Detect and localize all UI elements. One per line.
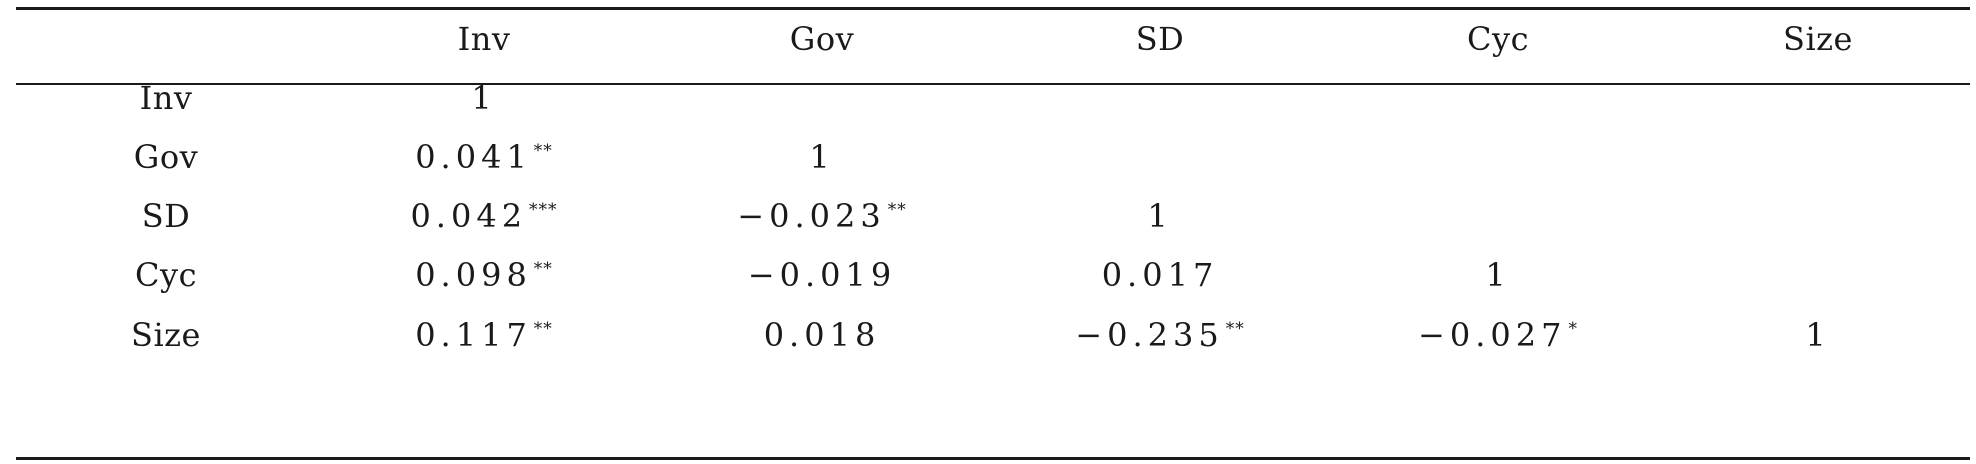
column-header-inv-value: Inv [457, 20, 511, 58]
cell-sd-gov-significance: ** [887, 200, 907, 220]
column-header-inv: Inv [458, 23, 511, 55]
cell-cyc-gov: −0.019 [748, 259, 896, 291]
cell-size-sd: −0.235 ** [1075, 319, 1244, 351]
row-label-size: Size [131, 319, 201, 351]
cell-sd-gov: −0.023 ** [737, 200, 906, 232]
table-bottom-rule [16, 457, 1970, 460]
row-label-inv-value: Inv [139, 79, 193, 117]
cell-size-cyc: −0.027 * [1418, 319, 1578, 351]
cell-size-inv-significance: ** [533, 319, 553, 339]
cell-size-gov-value: 0.018 [763, 316, 881, 354]
cell-sd-sd-value: 1 [1147, 197, 1173, 235]
cell-sd-inv-value: 0.042 [410, 197, 528, 235]
table-top-rule [16, 7, 1970, 10]
cell-cyc-inv: 0.098 ** [415, 259, 553, 291]
row-label-cyc: Cyc [135, 259, 197, 291]
cell-size-gov: 0.018 [764, 319, 881, 351]
cell-cyc-inv-significance: ** [533, 259, 553, 279]
cell-gov-inv: 0.041 ** [415, 141, 553, 173]
cell-gov-inv-significance: ** [533, 141, 553, 161]
row-label-sd: SD [142, 200, 191, 232]
cell-inv-inv-value: 1 [471, 79, 497, 117]
column-header-size-value: Size [1783, 20, 1853, 58]
cell-sd-inv-significance: *** [529, 200, 558, 220]
cell-size-sd-significance: ** [1225, 319, 1245, 339]
cell-cyc-sd-value: 0.017 [1101, 256, 1219, 294]
cell-size-cyc-significance: * [1568, 319, 1578, 339]
cell-size-inv-value: 0.117 [415, 316, 532, 354]
row-label-gov-value: Gov [133, 138, 199, 176]
row-label-size-value: Size [131, 316, 201, 354]
cell-inv-inv: 1 [471, 82, 496, 114]
cell-size-cyc-value: −0.027 [1418, 316, 1567, 354]
cell-cyc-cyc-value: 1 [1485, 256, 1511, 294]
column-header-sd: SD [1136, 23, 1185, 55]
cell-cyc-inv-value: 0.098 [415, 256, 532, 294]
column-header-gov: Gov [790, 23, 854, 55]
column-header-size: Size [1783, 23, 1853, 55]
cell-gov-gov-value: 1 [809, 138, 835, 176]
cell-size-sd-value: −0.235 [1075, 316, 1224, 354]
column-header-cyc-value: Cyc [1467, 20, 1529, 58]
cell-gov-inv-value: 0.041 [415, 138, 532, 176]
cell-size-size-value: 1 [1805, 316, 1831, 354]
cell-cyc-sd: 0.017 [1102, 259, 1219, 291]
cell-sd-sd: 1 [1147, 200, 1172, 232]
cell-sd-gov-value: −0.023 [737, 197, 886, 235]
row-label-cyc-value: Cyc [135, 256, 197, 294]
cell-size-size: 1 [1805, 319, 1830, 351]
row-label-gov: Gov [134, 141, 198, 173]
cell-size-inv: 0.117 ** [415, 319, 553, 351]
column-header-gov-value: Gov [789, 20, 855, 58]
column-header-cyc: Cyc [1467, 23, 1529, 55]
cell-sd-inv: 0.042 *** [410, 200, 557, 232]
row-label-inv: Inv [140, 82, 193, 114]
cell-cyc-cyc: 1 [1485, 259, 1510, 291]
row-label-sd-value: SD [141, 197, 191, 235]
cell-gov-gov: 1 [809, 141, 834, 173]
correlation-table: Inv Gov SD Cyc Size Inv 1 Gov 0.041 ** 1 SD 0.042 ***… [16, 0, 1970, 464]
table-header-rule [16, 83, 1970, 85]
cell-cyc-gov-value: −0.019 [747, 256, 897, 294]
column-header-sd-value: SD [1135, 20, 1185, 58]
